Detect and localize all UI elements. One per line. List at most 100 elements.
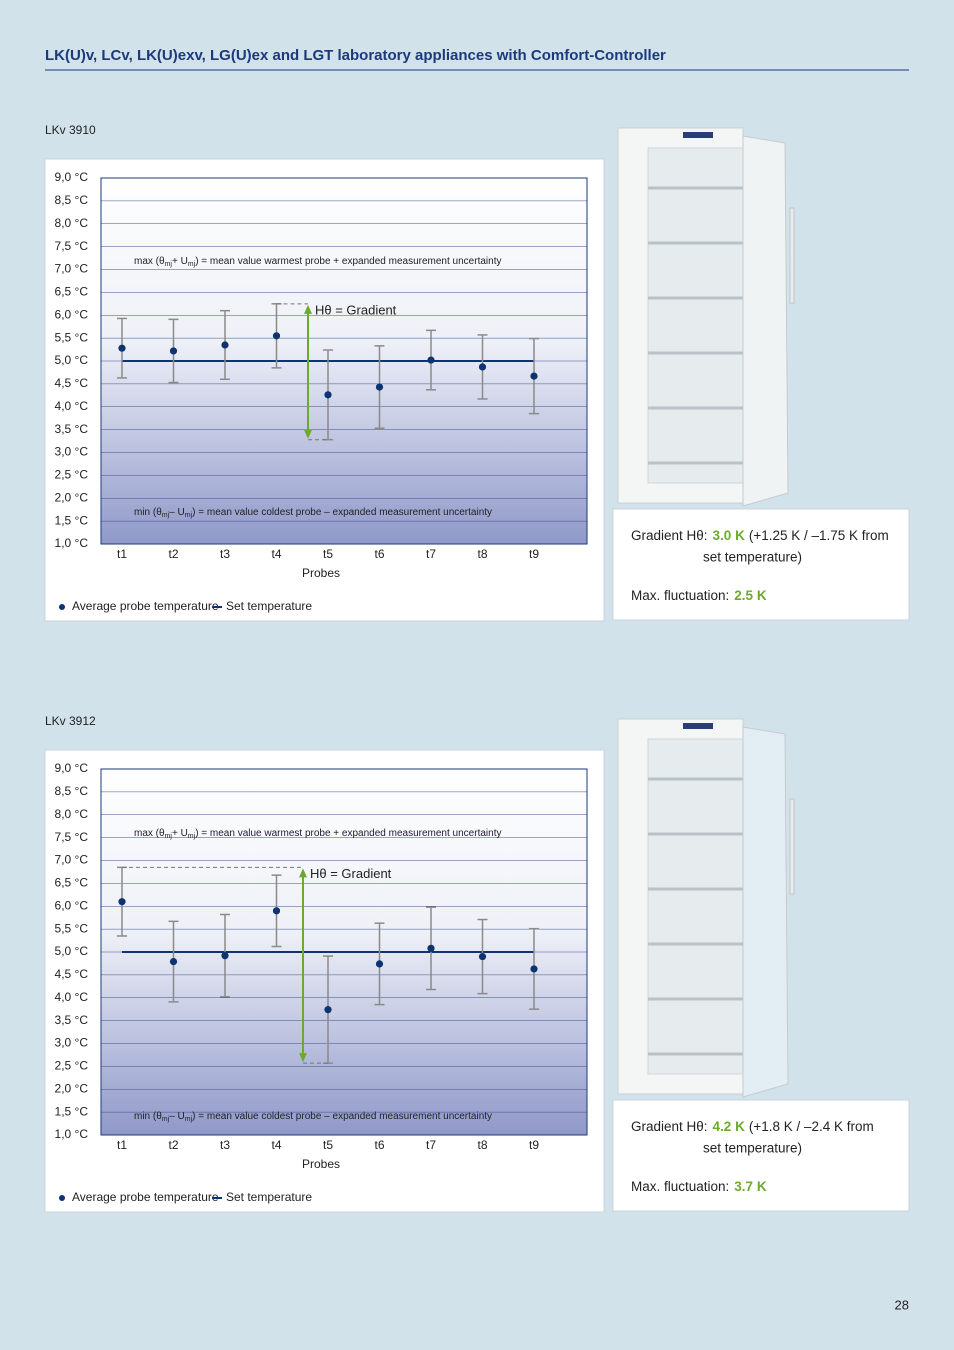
gradient-info-label: Gradient Hθ:: [631, 528, 708, 543]
probe-point: [427, 944, 435, 952]
y-tick-label: 1,0 °C: [55, 536, 89, 550]
y-tick-label: 7,0 °C: [55, 853, 89, 867]
fridge-interior: [647, 147, 744, 484]
probe-point: [375, 383, 384, 391]
gradient-info-value: 3.0 K: [713, 528, 746, 543]
legend-marker: [59, 604, 65, 610]
annotation-subscript: mj: [162, 1116, 170, 1123]
fluctuation-info-label: Max. fluctuation:: [631, 588, 729, 603]
x-tick-label: t2: [168, 547, 178, 561]
y-tick-label: 8,0 °C: [55, 807, 89, 821]
probe-point: [478, 363, 487, 371]
fluctuation-info-label: Max. fluctuation:: [631, 1179, 729, 1194]
gradient-label: Hθ = Gradient: [310, 866, 392, 881]
probe-point: [375, 960, 384, 968]
gradient-arrow-head: [304, 429, 312, 439]
y-tick-label: 5,5 °C: [55, 921, 89, 935]
x-tick-label: t2: [168, 1138, 178, 1152]
probe-point: [324, 1006, 332, 1014]
gradient-info-value: 4.2 K: [713, 1119, 746, 1134]
annotation-part: – U: [169, 507, 185, 518]
fridge-display: [683, 132, 713, 138]
y-tick-label: 5,0 °C: [55, 353, 89, 367]
annotation-part: ) = mean value coldest probe – expanded …: [192, 507, 492, 518]
y-tick-label: 9,0 °C: [55, 761, 89, 775]
x-tick-label: t9: [529, 547, 539, 561]
gradient-info-detail: set temperature): [703, 550, 802, 565]
x-tick-label: t9: [529, 1138, 539, 1152]
x-tick-label: t5: [323, 1138, 333, 1152]
probe-point: [118, 344, 126, 352]
probe-point: [169, 958, 178, 966]
probe-point: [478, 952, 487, 961]
y-tick-label: 1,0 °C: [55, 1127, 89, 1141]
fridge-door: [742, 135, 789, 507]
annotation-part: max (θ: [134, 828, 165, 839]
y-tick-label: 5,5 °C: [55, 330, 89, 344]
legend-label: Average probe temperature: [72, 1190, 219, 1204]
annotation-part: ) = mean value coldest probe – expanded …: [192, 1111, 492, 1122]
x-tick-label: t8: [477, 1138, 487, 1152]
y-tick-label: 8,5 °C: [55, 784, 89, 798]
y-tick-label: 2,5 °C: [55, 1059, 89, 1073]
fluctuation-info-value: 3.7 K: [734, 1179, 767, 1194]
y-tick-label: 6,5 °C: [55, 876, 89, 890]
annotation-subscript: mj: [162, 512, 170, 519]
fridge-handle: [789, 207, 795, 304]
y-tick-label: 7,5 °C: [55, 830, 89, 844]
y-tick-label: 1,5 °C: [55, 513, 89, 527]
x-tick-label: t3: [220, 547, 230, 561]
y-tick-label: 3,5 °C: [55, 1013, 89, 1027]
fridge-handle: [789, 798, 795, 895]
x-tick-label: t8: [477, 547, 487, 561]
annotation-part: + U: [172, 256, 188, 267]
gradient-info-detail: set temperature): [703, 1141, 802, 1156]
probe-point: [221, 341, 229, 349]
annotation-subscript: mj: [165, 261, 173, 268]
annotation-part: max (θ: [134, 256, 165, 267]
fluctuation-info-value: 2.5 K: [734, 588, 767, 603]
y-tick-label: 4,5 °C: [55, 376, 89, 390]
probe-point: [427, 356, 435, 364]
y-tick-label: 4,0 °C: [55, 990, 89, 1004]
y-tick-label: 3,0 °C: [55, 445, 89, 459]
annotation: max (θmj+ Umj) = mean value warmest prob…: [134, 828, 501, 840]
gradient-arrow-head: [299, 1053, 307, 1063]
gradient-info-label: Gradient Hθ:: [631, 1119, 708, 1134]
annotation-part: min (θ: [134, 1111, 162, 1122]
y-tick-label: 8,5 °C: [55, 193, 89, 207]
x-axis-label: Probes: [302, 1157, 340, 1171]
x-tick-label: t1: [117, 547, 127, 561]
probe-point: [530, 372, 538, 380]
annotation-part: min (θ: [134, 507, 162, 518]
info-panel: [612, 508, 910, 621]
y-tick-label: 1,5 °C: [55, 1104, 89, 1118]
annotation-part: ) = mean value warmest probe + expanded …: [195, 828, 501, 839]
x-tick-label: t6: [374, 1138, 384, 1152]
y-tick-label: 7,5 °C: [55, 239, 89, 253]
probe-point: [272, 332, 281, 340]
legend-label: Average probe temperature: [72, 599, 219, 613]
x-axis-label: Probes: [302, 566, 340, 580]
plot-frame: [100, 768, 588, 1136]
fluctuation-info: Max. fluctuation: 2.5 K: [631, 588, 767, 603]
x-tick-label: t7: [426, 1138, 436, 1152]
legend-label: Set temperature: [226, 599, 312, 613]
x-tick-label: t6: [374, 547, 384, 561]
model-name: LKv 3910: [45, 123, 96, 137]
gradient-arrow-head: [299, 868, 307, 878]
x-tick-label: t5: [323, 547, 333, 561]
y-tick-label: 2,5 °C: [55, 468, 89, 482]
y-tick-label: 2,0 °C: [55, 1081, 89, 1095]
gradient-info: Gradient Hθ: 4.2 K (+1.8 K / –2.4 K from: [631, 1119, 874, 1134]
x-tick-label: t7: [426, 547, 436, 561]
plot-frame: [100, 177, 588, 545]
y-tick-label: 5,0 °C: [55, 944, 89, 958]
probe-point: [530, 965, 538, 973]
fluctuation-info: Max. fluctuation: 3.7 K: [631, 1179, 767, 1194]
y-tick-label: 6,0 °C: [55, 898, 89, 912]
annotation: max (θmj+ Umj) = mean value warmest prob…: [134, 256, 501, 268]
x-tick-label: t4: [271, 1138, 281, 1152]
